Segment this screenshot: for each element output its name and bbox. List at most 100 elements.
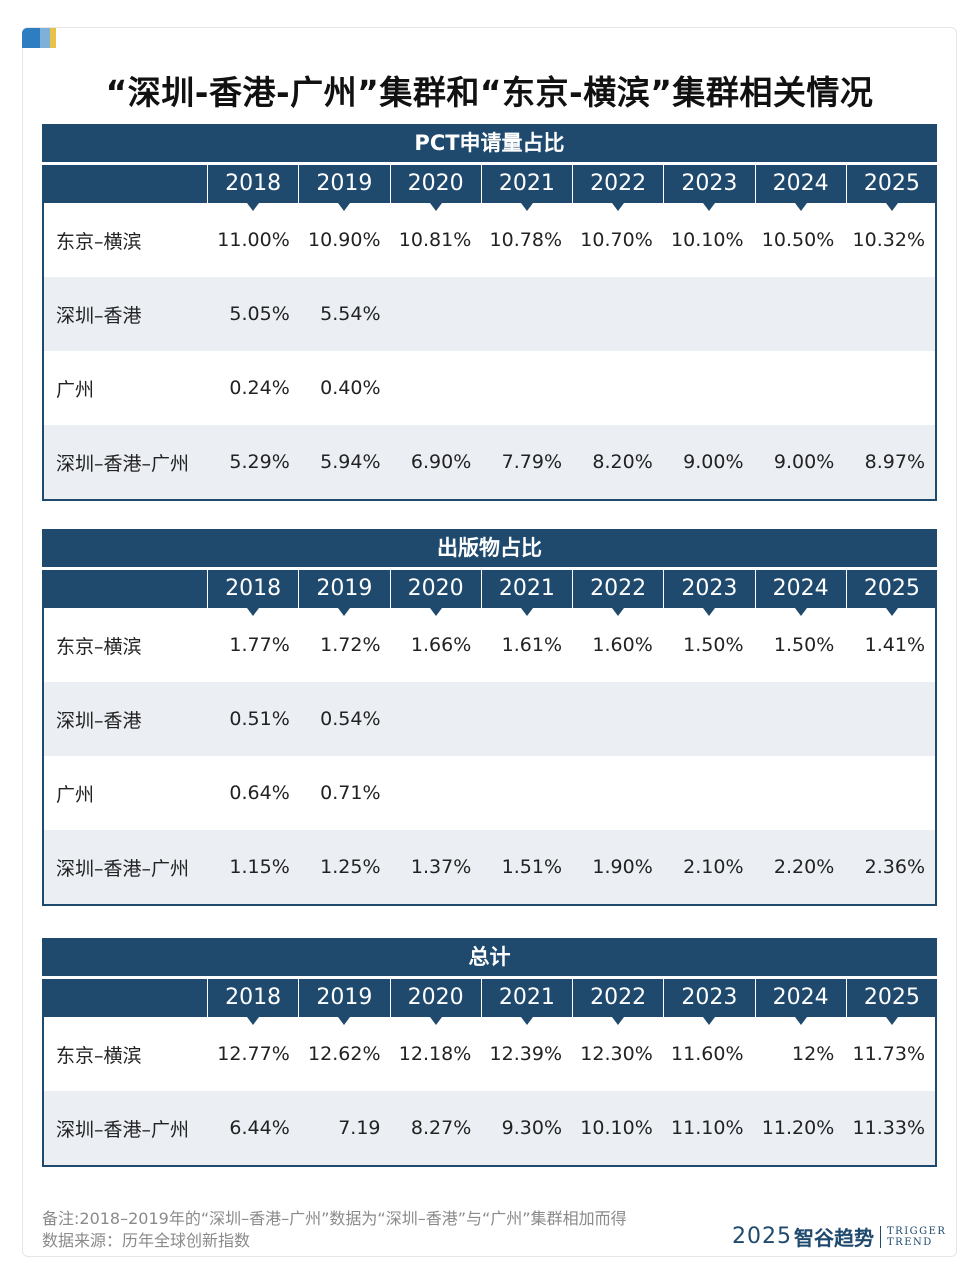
value-cell: 1.72%: [320, 634, 381, 656]
table-row: 深圳–香港–广州 5.29% 5.94% 6.90% 7.79% 8.20% 9.00% 9.…: [44, 425, 935, 499]
value-cell: 8.27%: [410, 1117, 472, 1139]
value-cell: 10.81%: [398, 229, 472, 251]
table-row: 深圳–香港–广州 6.44% 7.19 8.27% 9.30% 10.10% 11.10% 1…: [44, 1091, 935, 1165]
year-header: 2021: [482, 570, 573, 616]
header-label-cell: [42, 165, 208, 203]
brand-en-1: TRIGGER: [887, 1225, 947, 1237]
brand-name: 智谷趋势: [794, 1226, 874, 1250]
value-cell: 1.41%: [864, 634, 925, 656]
year-header: 2022: [573, 165, 665, 211]
year-header: 2024: [756, 570, 847, 616]
value-cell: 0.40%: [320, 377, 381, 399]
year-header: 2024: [756, 165, 847, 211]
value-cell: 5.29%: [229, 451, 290, 473]
card-frame: [22, 27, 957, 1257]
value-cell: 1.77%: [229, 634, 290, 656]
value-cell: 1.50%: [773, 634, 835, 656]
table-body: 东京–横滨 12.77% 12.62% 12.18% 12.39% 12.30% 11.60…: [42, 1017, 937, 1167]
value-cell: 10.10%: [580, 1117, 653, 1139]
value-cell: 5.05%: [229, 303, 290, 325]
year-header: 2020: [391, 165, 482, 211]
table-section-1: PCT申请量占比 2018 2019 2020 2021 2022 2023 2024 2025…: [42, 124, 937, 501]
value-cell: 5.94%: [320, 451, 381, 473]
value-cell: 0.54%: [320, 708, 381, 730]
value-cell: 1.51%: [501, 856, 562, 878]
header-label-cell: [42, 979, 208, 1017]
year-header: 2020: [391, 979, 482, 1025]
table-section-2: 出版物占比 2018 2019 2020 2021 2022 2023 2024 2025 东京–…: [42, 529, 937, 906]
header-label-cell: [42, 570, 208, 608]
value-cell: 11.73%: [852, 1043, 925, 1065]
value-cell: 2.20%: [773, 856, 835, 878]
value-cell: 1.90%: [592, 856, 653, 878]
value-cell: 11.10%: [671, 1117, 744, 1139]
page-title: “深圳-香港-广州”集群和“东京-横滨”集群相关情况: [105, 73, 874, 112]
table-row: 广州 0.24% 0.40%: [44, 351, 935, 425]
row-label: 深圳–香港: [56, 304, 142, 327]
value-cell: 9.30%: [501, 1117, 562, 1139]
table-row: 东京–横滨 1.77% 1.72% 1.66% 1.61% 1.60% 1.50% 1.50%…: [44, 608, 935, 682]
value-cell: 10.32%: [852, 229, 925, 251]
value-cell: 7.19: [338, 1117, 381, 1139]
value-cell: 8.20%: [592, 451, 653, 473]
section-title: 出版物占比: [42, 529, 937, 570]
value-cell: 12.30%: [580, 1043, 653, 1065]
value-cell: 11.33%: [852, 1117, 925, 1139]
value-cell: 1.25%: [320, 856, 381, 878]
table-row: 深圳–香港 0.51% 0.54%: [44, 682, 935, 756]
value-cell: 1.60%: [592, 634, 653, 656]
year-header: 2025: [847, 979, 937, 1025]
brand-year: 2025: [732, 1224, 792, 1249]
table-row: 广州 0.64% 0.71%: [44, 756, 935, 830]
year-header: 2020: [391, 570, 482, 616]
year-header-row: 2018 2019 2020 2021 2022 2023 2024 2025: [42, 570, 937, 616]
value-cell: 0.51%: [229, 708, 290, 730]
brand-en-2: TREND: [887, 1236, 933, 1248]
value-cell: 7.79%: [501, 451, 562, 473]
value-cell: 10.70%: [580, 229, 653, 251]
table-row: 深圳–香港 5.05% 5.54%: [44, 277, 935, 351]
year-header: 2023: [664, 165, 756, 211]
row-label: 深圳–香港: [56, 709, 142, 732]
value-cell: 2.36%: [864, 856, 925, 878]
value-cell: 5.54%: [320, 303, 381, 325]
value-cell: 6.90%: [410, 451, 472, 473]
footnotes: 备注:2018–2019年的“深圳–香港–广州”数据为“深圳–香港”与“广州”集…: [42, 1208, 627, 1252]
year-header: 2024: [756, 979, 847, 1025]
value-cell: 11.00%: [217, 229, 290, 251]
row-label: 广州: [56, 378, 95, 401]
value-cell: 11.20%: [761, 1117, 835, 1139]
year-header: 2018: [208, 570, 300, 616]
year-header: 2022: [573, 570, 665, 616]
value-cell: 8.97%: [864, 451, 925, 473]
value-cell: 9.00%: [683, 451, 744, 473]
row-label: 深圳–香港–广州: [56, 1118, 190, 1141]
section-title: 总计: [42, 938, 937, 979]
value-cell: 12.39%: [489, 1043, 562, 1065]
year-header: 2018: [208, 979, 300, 1025]
value-cell: 6.44%: [229, 1117, 290, 1139]
value-cell: 0.24%: [229, 377, 290, 399]
row-label: 广州: [56, 783, 95, 806]
value-cell: 9.00%: [773, 451, 835, 473]
year-header: 2025: [847, 165, 937, 211]
value-cell: 0.71%: [320, 782, 381, 804]
remark-note: 备注:2018–2019年的“深圳–香港–广州”数据为“深圳–香港”与“广州”集…: [42, 1209, 627, 1228]
year-header: 2019: [299, 165, 391, 211]
value-cell: 12.77%: [217, 1043, 290, 1065]
row-label: 东京–横滨: [56, 635, 142, 658]
table-body: 东京–横滨 1.77% 1.72% 1.66% 1.61% 1.60% 1.50% 1.50%…: [42, 608, 937, 906]
source-note: 数据来源：历年全球创新指数: [42, 1231, 251, 1250]
row-label: 东京–横滨: [56, 1044, 142, 1067]
row-label: 深圳–香港–广州: [56, 857, 190, 880]
value-cell: 1.61%: [501, 634, 562, 656]
value-cell: 12.62%: [308, 1043, 381, 1065]
table-row: 深圳–香港–广州 1.15% 1.25% 1.37% 1.51% 1.90% 2.10% 2.…: [44, 830, 935, 904]
section-title: PCT申请量占比: [42, 124, 937, 165]
value-cell: 1.37%: [410, 856, 472, 878]
year-header: 2023: [664, 979, 756, 1025]
value-cell: 10.10%: [671, 229, 744, 251]
row-label: 深圳–香港–广州: [56, 452, 190, 475]
year-header: 2021: [482, 165, 573, 211]
table-row: 东京–横滨 11.00% 10.90% 10.81% 10.78% 10.70% 10.10…: [44, 203, 935, 277]
